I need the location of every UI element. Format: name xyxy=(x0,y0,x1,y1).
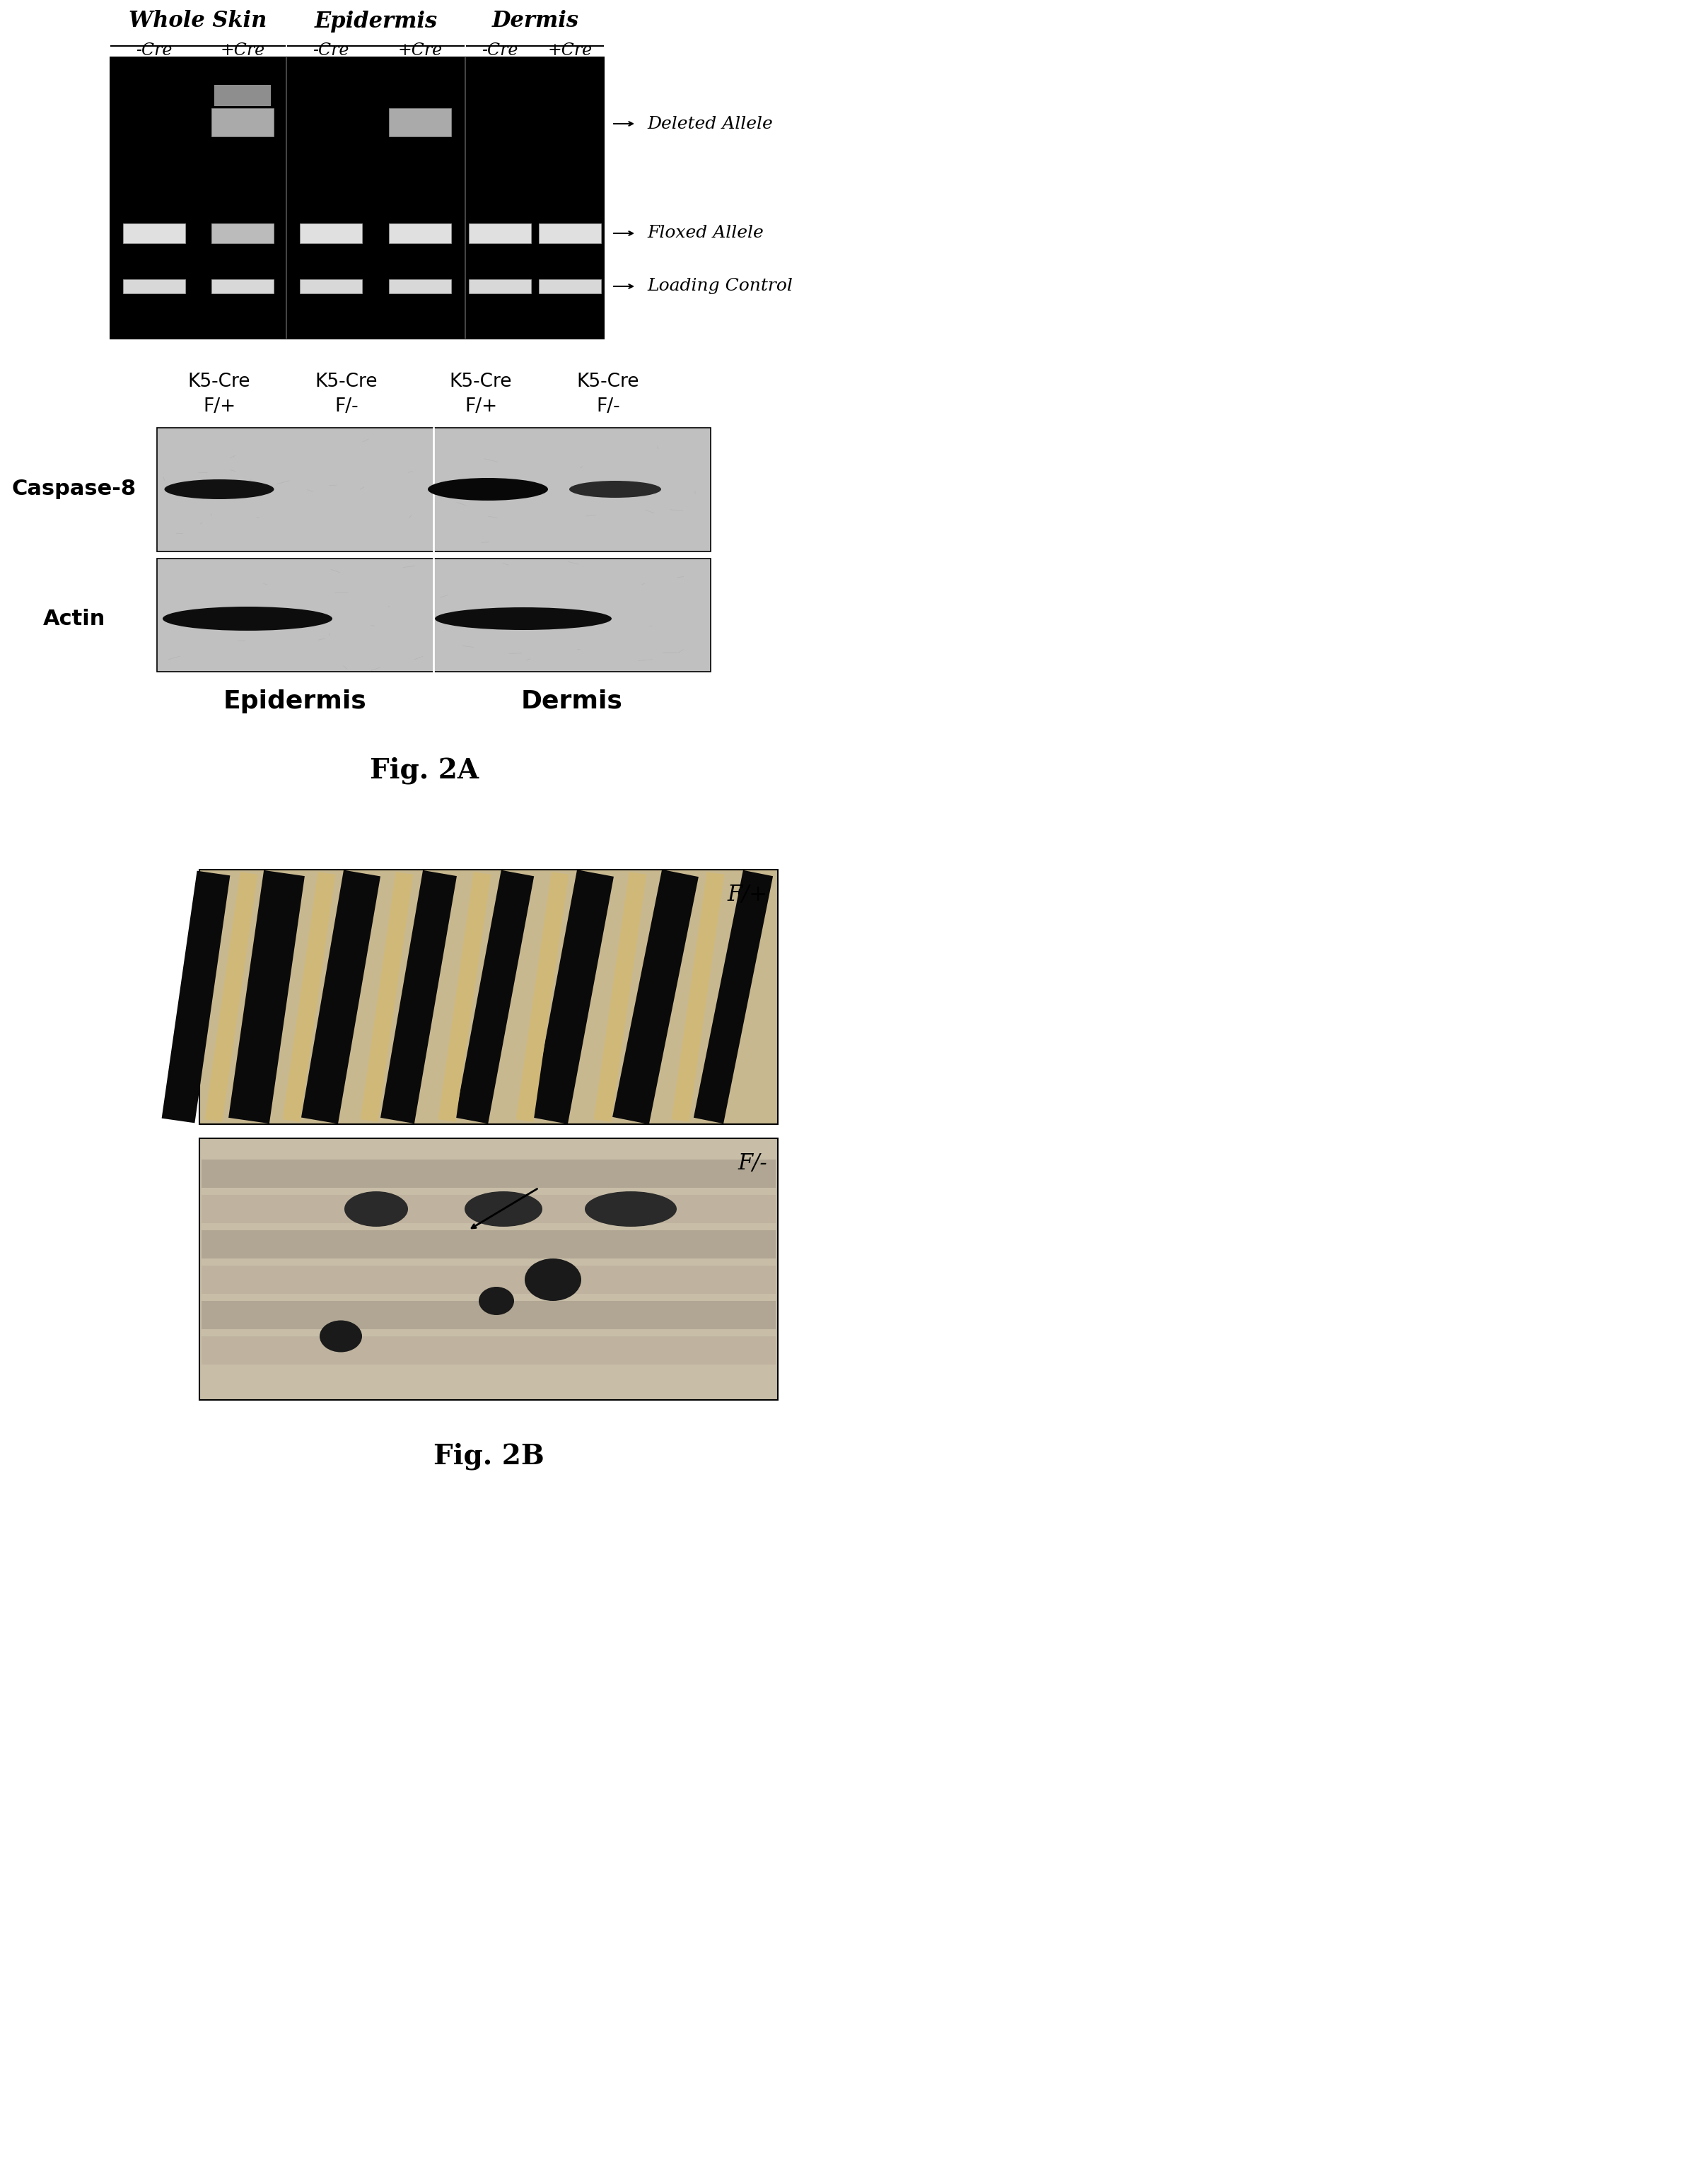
Bar xyxy=(201,1160,776,1188)
Bar xyxy=(199,1138,777,1400)
Ellipse shape xyxy=(162,607,333,631)
Ellipse shape xyxy=(345,1190,407,1227)
Text: K5-Cre: K5-Cre xyxy=(316,373,379,391)
Bar xyxy=(215,85,270,107)
Bar xyxy=(389,280,451,293)
Ellipse shape xyxy=(465,1190,542,1227)
Text: Fig. 2A: Fig. 2A xyxy=(370,758,478,784)
Text: F/+: F/+ xyxy=(727,885,767,906)
Text: F/-: F/- xyxy=(335,397,358,415)
Text: Caspase-8: Caspase-8 xyxy=(12,478,137,500)
Text: Deleted Allele: Deleted Allele xyxy=(647,116,772,131)
Text: F/+: F/+ xyxy=(465,397,497,415)
Text: K5-Cre: K5-Cre xyxy=(188,373,250,391)
Bar xyxy=(211,223,274,242)
Ellipse shape xyxy=(434,607,612,629)
Ellipse shape xyxy=(478,1286,514,1315)
Text: +Cre: +Cre xyxy=(548,44,591,59)
Bar xyxy=(123,280,186,293)
Bar xyxy=(468,223,531,242)
Text: -Cre: -Cre xyxy=(313,44,350,59)
Bar xyxy=(201,1265,776,1293)
Bar xyxy=(389,223,451,242)
Bar xyxy=(201,1302,776,1330)
Bar xyxy=(201,1337,776,1365)
Bar xyxy=(110,57,605,339)
Text: +Cre: +Cre xyxy=(220,44,265,59)
Text: F/-: F/- xyxy=(597,397,620,415)
Bar xyxy=(299,280,362,293)
Bar xyxy=(468,280,531,293)
Text: F/-: F/- xyxy=(739,1153,767,1175)
Bar xyxy=(299,223,362,242)
Ellipse shape xyxy=(570,480,661,498)
Bar xyxy=(157,559,711,673)
Ellipse shape xyxy=(585,1190,676,1227)
Text: F/+: F/+ xyxy=(203,397,235,415)
Text: Epidermis: Epidermis xyxy=(314,11,438,33)
Bar xyxy=(539,223,602,242)
Text: K5-Cre: K5-Cre xyxy=(450,373,512,391)
Bar xyxy=(157,428,711,553)
Text: Floxed Allele: Floxed Allele xyxy=(647,225,764,242)
Text: -Cre: -Cre xyxy=(135,44,172,59)
Text: Actin: Actin xyxy=(42,609,105,629)
Text: Dermis: Dermis xyxy=(492,11,578,33)
Ellipse shape xyxy=(319,1321,362,1352)
Text: Fig. 2B: Fig. 2B xyxy=(433,1444,544,1470)
Text: +Cre: +Cre xyxy=(397,44,443,59)
Ellipse shape xyxy=(164,478,274,500)
Text: Loading Control: Loading Control xyxy=(647,277,793,295)
Bar xyxy=(211,109,274,135)
Text: Epidermis: Epidermis xyxy=(223,690,367,714)
Text: K5-Cre: K5-Cre xyxy=(576,373,639,391)
Text: Dermis: Dermis xyxy=(521,690,624,714)
Text: -Cre: -Cre xyxy=(482,44,519,59)
Bar xyxy=(123,223,186,242)
Bar xyxy=(201,1195,776,1223)
Bar xyxy=(211,280,274,293)
Bar xyxy=(539,280,602,293)
Ellipse shape xyxy=(428,478,548,500)
Bar xyxy=(199,869,777,1125)
Ellipse shape xyxy=(524,1258,581,1302)
Bar xyxy=(389,109,451,135)
Text: Whole Skin: Whole Skin xyxy=(128,11,267,33)
Bar xyxy=(201,1230,776,1258)
